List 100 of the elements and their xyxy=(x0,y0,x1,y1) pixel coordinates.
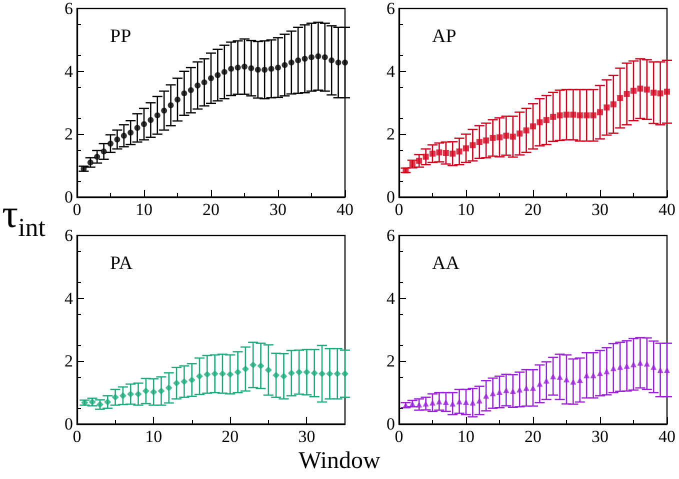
point xyxy=(248,65,254,72)
point xyxy=(196,372,204,380)
point xyxy=(100,148,107,154)
point xyxy=(272,372,280,379)
point xyxy=(470,142,476,148)
y-tick-label: 4 xyxy=(64,62,74,81)
point xyxy=(228,66,234,72)
point xyxy=(128,130,134,136)
point xyxy=(262,66,268,73)
point xyxy=(161,108,168,114)
x-tick-label: 20 xyxy=(202,200,220,219)
point xyxy=(280,372,288,380)
point xyxy=(204,370,211,378)
point xyxy=(264,366,272,374)
point xyxy=(644,86,650,93)
point xyxy=(127,390,134,398)
point xyxy=(221,68,228,75)
point xyxy=(234,368,242,376)
y-tick-label: 0 xyxy=(64,188,73,206)
point xyxy=(335,60,342,66)
point xyxy=(288,370,295,377)
point xyxy=(150,388,158,396)
y-tick-label: 4 xyxy=(64,288,74,308)
point xyxy=(550,114,556,120)
point xyxy=(328,57,335,64)
point xyxy=(188,376,196,384)
y-tick-label: 6 xyxy=(64,226,73,245)
point xyxy=(165,384,172,392)
point xyxy=(322,54,328,60)
x-tick-label: 30 xyxy=(592,200,608,219)
point xyxy=(173,380,180,387)
x-tick-label: 40 xyxy=(658,200,676,219)
point xyxy=(120,132,127,139)
point xyxy=(194,82,201,88)
text: AP xyxy=(432,26,456,47)
point xyxy=(94,154,100,160)
y-tick-label: 4 xyxy=(386,288,396,308)
point xyxy=(342,370,348,378)
y-tick-label: 2 xyxy=(386,352,395,371)
point xyxy=(154,112,160,118)
point xyxy=(188,87,194,94)
point xyxy=(456,148,462,154)
point xyxy=(576,112,583,118)
point xyxy=(318,370,326,378)
point xyxy=(114,136,120,143)
point xyxy=(142,388,150,395)
x-axis-title: Window xyxy=(298,448,382,475)
x-tick-label: 10 xyxy=(145,427,162,446)
point xyxy=(442,150,449,156)
point xyxy=(268,66,274,72)
y-tick-label: 2 xyxy=(64,124,73,144)
point xyxy=(476,139,482,146)
point xyxy=(257,362,264,370)
point xyxy=(310,370,318,377)
point xyxy=(450,150,456,157)
point xyxy=(119,392,126,400)
point xyxy=(530,123,536,130)
point xyxy=(168,102,174,108)
text: AA xyxy=(432,253,460,274)
point xyxy=(303,368,310,376)
point xyxy=(302,56,308,62)
point xyxy=(288,60,294,66)
point xyxy=(617,95,624,102)
x-tick-label: 30 xyxy=(298,427,316,446)
point xyxy=(496,134,502,140)
point xyxy=(570,112,576,118)
point xyxy=(490,134,496,141)
point xyxy=(112,394,119,401)
point xyxy=(610,101,616,108)
point xyxy=(556,112,563,118)
point xyxy=(664,88,670,95)
point xyxy=(180,378,188,386)
point xyxy=(208,75,214,82)
point xyxy=(104,398,112,406)
point xyxy=(296,368,303,376)
text: PP xyxy=(110,26,132,47)
point xyxy=(637,86,644,92)
point xyxy=(134,124,140,131)
point xyxy=(657,90,664,96)
point xyxy=(226,370,234,378)
point xyxy=(211,370,218,378)
point xyxy=(201,79,208,86)
point xyxy=(326,370,334,378)
x-tick-label: 10 xyxy=(136,200,152,219)
point xyxy=(536,119,543,126)
point xyxy=(422,154,429,160)
point xyxy=(570,378,576,385)
x-tick-label: 20 xyxy=(222,427,239,446)
point xyxy=(134,390,142,398)
point xyxy=(650,90,657,96)
point xyxy=(590,112,596,118)
point xyxy=(430,150,436,157)
y-tick-label: 0 xyxy=(64,414,73,434)
point xyxy=(148,117,154,124)
x-tick-label: 10 xyxy=(458,200,474,219)
point xyxy=(214,72,221,78)
x-tick-label: 40 xyxy=(658,427,676,446)
text: PA xyxy=(110,253,133,274)
point xyxy=(174,96,180,103)
point xyxy=(624,90,630,97)
